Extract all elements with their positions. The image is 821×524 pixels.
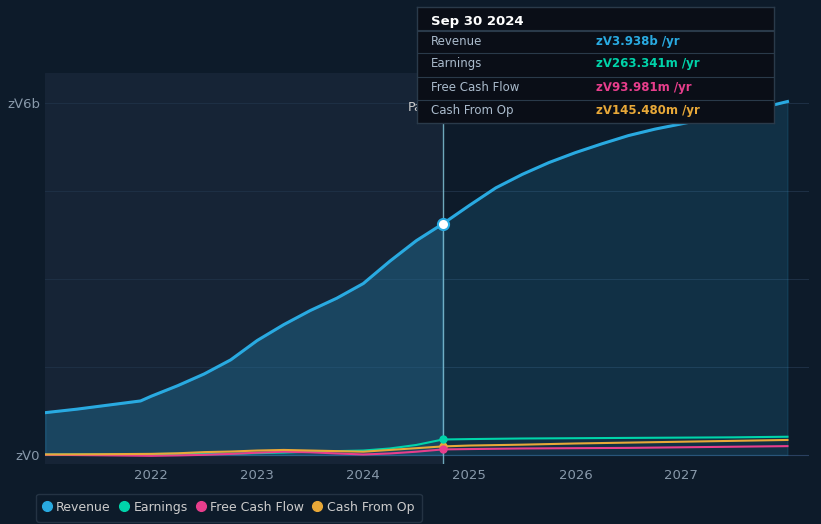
Text: Cash From Op: Cash From Op — [431, 104, 514, 117]
Text: Analysts Forecasts: Analysts Forecasts — [452, 101, 567, 114]
Text: zᐯ93.981m /yr: zᐯ93.981m /yr — [596, 81, 691, 94]
Text: Past: Past — [408, 101, 434, 114]
Text: Sep 30 2024: Sep 30 2024 — [431, 15, 524, 28]
Text: zᐯ3.938b /yr: zᐯ3.938b /yr — [596, 35, 679, 48]
Text: Earnings: Earnings — [431, 57, 483, 70]
Text: Revenue: Revenue — [431, 35, 483, 48]
Legend: Revenue, Earnings, Free Cash Flow, Cash From Op: Revenue, Earnings, Free Cash Flow, Cash … — [36, 494, 421, 522]
Text: zᐯ145.480m /yr: zᐯ145.480m /yr — [596, 104, 699, 117]
Text: zᐯ263.341m /yr: zᐯ263.341m /yr — [596, 57, 699, 70]
Bar — [443, 73, 809, 464]
Text: Free Cash Flow: Free Cash Flow — [431, 81, 520, 94]
Bar — [45, 73, 443, 464]
